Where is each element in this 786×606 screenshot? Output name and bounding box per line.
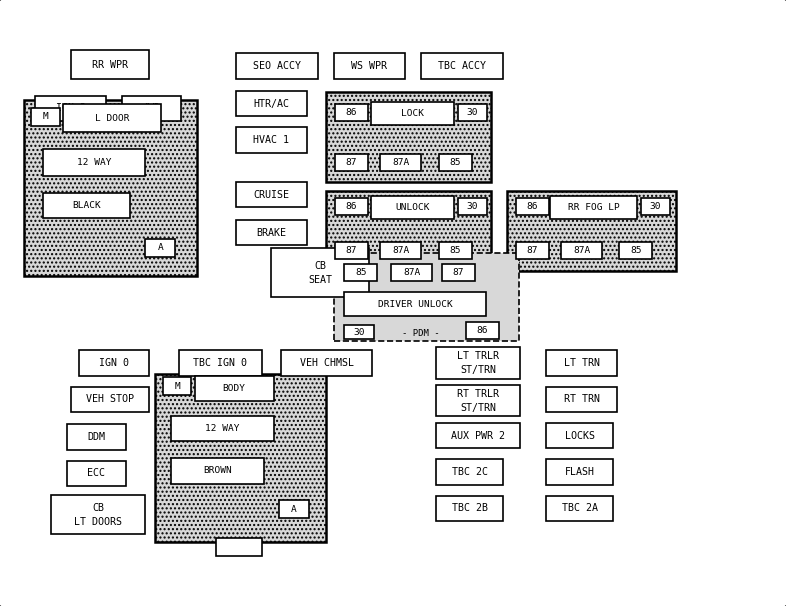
Text: TBC 2B: TBC 2B — [452, 504, 487, 513]
Text: VEH CHMSL: VEH CHMSL — [299, 358, 354, 368]
Bar — [271, 248, 369, 297]
Text: HTR/AC: HTR/AC — [253, 99, 289, 108]
Bar — [334, 53, 405, 79]
Bar — [561, 242, 602, 259]
Bar — [51, 495, 145, 534]
Bar — [380, 154, 421, 171]
Bar — [334, 253, 519, 341]
Text: TBC IGN 0: TBC IGN 0 — [193, 358, 248, 368]
Bar — [326, 191, 491, 271]
Text: BLACK: BLACK — [72, 201, 101, 210]
Bar — [43, 149, 145, 176]
Text: 86: 86 — [346, 108, 357, 117]
Bar — [24, 100, 196, 276]
Text: 87: 87 — [527, 247, 538, 255]
Bar — [236, 91, 307, 116]
Text: CB
LT DOORS: CB LT DOORS — [74, 503, 123, 527]
Text: LOCKS: LOCKS — [564, 431, 595, 441]
Bar — [436, 423, 520, 448]
Text: 30: 30 — [650, 202, 661, 210]
Bar — [281, 350, 372, 376]
Bar — [380, 242, 421, 259]
Bar — [24, 100, 196, 276]
Text: VEH STOP: VEH STOP — [86, 395, 134, 404]
Text: A: A — [157, 244, 163, 252]
Text: 87: 87 — [346, 158, 357, 167]
Bar — [436, 496, 503, 521]
Bar — [335, 242, 368, 259]
Bar — [439, 242, 472, 259]
Bar — [236, 127, 307, 153]
Text: FLASH: FLASH — [564, 467, 595, 477]
Text: 87A: 87A — [392, 158, 410, 167]
Text: 85: 85 — [450, 247, 461, 255]
Bar — [31, 108, 60, 126]
Text: M: M — [42, 113, 49, 121]
Bar — [236, 182, 307, 207]
Bar — [67, 461, 126, 486]
Text: 86: 86 — [477, 327, 488, 335]
Bar — [436, 347, 520, 379]
Bar — [516, 198, 549, 215]
Text: CB
SEAT: CB SEAT — [308, 261, 332, 285]
Text: RT TRLR
ST/TRN: RT TRLR ST/TRN — [457, 388, 499, 413]
Text: TBC 2A: TBC 2A — [562, 504, 597, 513]
Text: 30: 30 — [467, 202, 478, 210]
Bar — [171, 416, 274, 441]
Text: 87: 87 — [453, 268, 464, 276]
Text: 87A: 87A — [392, 247, 410, 255]
Bar — [546, 387, 617, 412]
Text: TBC ACCY: TBC ACCY — [438, 61, 486, 71]
Bar — [71, 387, 149, 412]
Text: BROWN: BROWN — [204, 467, 232, 475]
Bar — [439, 154, 472, 171]
Text: SEO ACCY: SEO ACCY — [253, 61, 301, 71]
Bar — [145, 239, 175, 257]
Bar — [619, 242, 652, 259]
Text: 87A: 87A — [573, 247, 590, 255]
Text: BODY: BODY — [222, 384, 246, 393]
Text: AUX PWR 2: AUX PWR 2 — [451, 431, 505, 441]
Text: M: M — [174, 382, 180, 390]
Bar — [344, 292, 486, 316]
Bar — [236, 220, 307, 245]
Text: L DOOR: L DOOR — [95, 114, 129, 122]
Bar — [163, 377, 191, 395]
Text: ECC: ECC — [87, 468, 105, 478]
Text: CRUISE: CRUISE — [253, 190, 289, 199]
Bar — [371, 196, 454, 219]
Bar — [326, 92, 491, 182]
Bar — [67, 424, 126, 450]
Text: BRAKE: BRAKE — [256, 228, 286, 238]
Bar — [71, 50, 149, 79]
Bar — [507, 191, 676, 271]
Bar — [171, 458, 264, 484]
Text: - PDM -: - PDM - — [402, 328, 439, 338]
Bar — [179, 350, 262, 376]
Bar — [155, 374, 326, 542]
Bar — [550, 196, 637, 219]
Bar — [326, 92, 491, 182]
Bar — [79, 350, 149, 376]
Text: A: A — [291, 505, 297, 513]
Text: 86: 86 — [527, 202, 538, 210]
Bar — [155, 374, 326, 542]
Bar — [216, 538, 262, 556]
Bar — [436, 385, 520, 416]
Text: 30: 30 — [467, 108, 478, 117]
Bar — [421, 53, 503, 79]
Bar — [335, 104, 368, 121]
Bar — [35, 96, 106, 121]
Bar — [436, 459, 503, 485]
Bar — [335, 154, 368, 171]
Bar — [442, 264, 475, 281]
Text: TBC 2C: TBC 2C — [452, 467, 487, 477]
Text: 87: 87 — [346, 247, 357, 255]
Bar — [195, 376, 274, 401]
Text: 87A: 87A — [403, 268, 421, 276]
Bar — [466, 322, 499, 339]
Bar — [458, 198, 487, 215]
Text: LOCK: LOCK — [401, 110, 424, 118]
Bar — [507, 191, 676, 271]
